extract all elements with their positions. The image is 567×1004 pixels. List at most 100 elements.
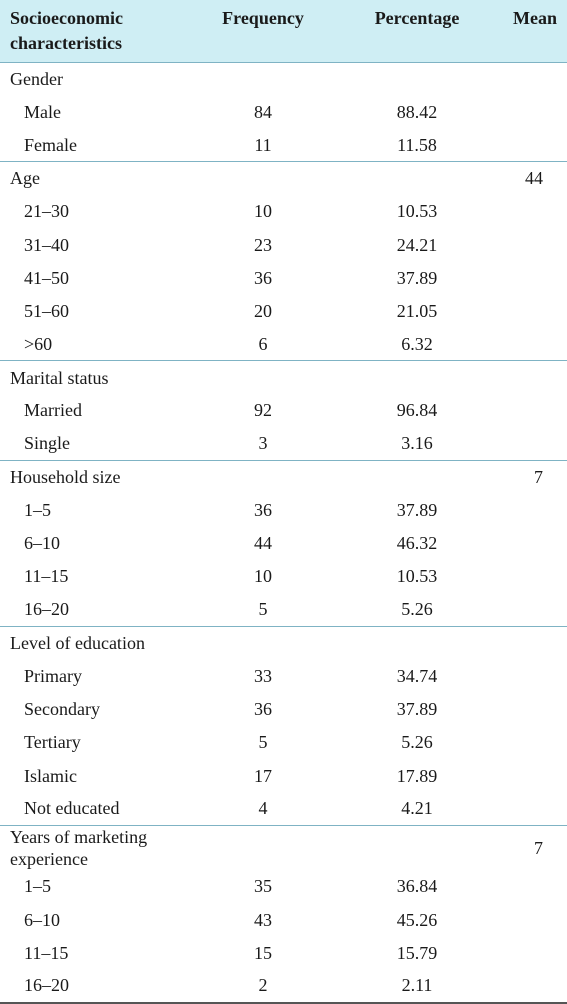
row-label: Single [24,433,71,454]
row-label: 6–10 [24,909,60,930]
row-percentage: 96.84 [396,400,438,421]
row-frequency: 23 [254,234,272,255]
row-frequency: 35 [254,876,272,897]
row-mean-empty [504,195,567,228]
row-label: 21–30 [24,201,69,222]
row-label: 1–5 [24,876,51,897]
table-row: 1–5 35 36.84 [0,870,567,903]
group-percentage-empty [330,824,504,870]
group-row: Years of marketing experience 7 [0,824,567,870]
group-mean [504,360,567,394]
row-mean-empty [504,936,567,969]
table-header: Socioeconomic characteristics Frequency … [0,0,567,62]
row-percentage: 45.26 [396,909,438,930]
row-percentage: 34.74 [396,665,438,686]
table-row: 41–50 36 37.89 [0,261,567,294]
header-row: Socioeconomic characteristics Frequency … [0,0,567,62]
group-mean: 44 [504,161,567,195]
table-row: Islamic 17 17.89 [0,759,567,792]
row-label: 31–40 [24,234,69,255]
table-row: Not educated 4 4.21 [0,792,567,825]
row-mean-empty [504,726,567,759]
row-mean-empty [504,128,567,161]
group-mean [504,625,567,660]
row-label: Married [24,400,82,421]
table-row: 6–10 44 46.32 [0,527,567,560]
row-frequency: 43 [254,909,272,930]
group-label: Level of education [0,625,196,660]
row-mean-empty [504,228,567,261]
group-row: Marital status [0,360,567,394]
group-label: Household size [0,459,196,494]
group-mean: 7 [504,459,567,494]
row-frequency: 6 [258,333,268,354]
row-mean-empty [504,328,567,361]
row-label: 16–20 [0,969,196,1004]
row-percentage: 2.11 [330,969,504,1004]
row-mean-empty [504,593,567,626]
row-mean-empty [504,493,567,526]
row-mean-empty [504,394,567,427]
table-row: 6–10 43 45.26 [0,903,567,936]
row-label: Tertiary [24,732,81,753]
row-mean-empty [504,294,567,327]
group-percentage-empty [330,61,504,96]
row-frequency: 17 [254,765,272,786]
row-percentage: 21.05 [396,300,438,321]
header-frequency: Frequency [222,8,304,28]
row-mean-empty [504,560,567,593]
row-percentage: 4.21 [401,798,433,819]
row-percentage: 11.58 [397,134,437,155]
row-label: 6–10 [24,533,60,554]
group-label: Years of marketing experience [0,824,196,870]
row-mean-empty [504,759,567,792]
header-mean: Mean [513,8,557,28]
row-label: 11–15 [24,942,69,963]
table-row: Tertiary 5 5.26 [0,726,567,759]
row-frequency: 3 [258,433,268,454]
row-label: Female [24,134,77,155]
table-row: 1–5 36 37.89 [0,493,567,526]
table-row: 31–40 23 24.21 [0,228,567,261]
row-percentage: 37.89 [396,500,438,521]
group-label: Gender [0,61,196,96]
row-frequency: 36 [254,500,272,521]
row-mean-empty [504,792,567,825]
table-row: Female 11 11.58 [0,128,567,161]
table-row: 16–20 2 2.11 [0,969,567,1004]
row-frequency: 92 [254,400,272,421]
row-percentage: 6.32 [401,333,433,354]
row-percentage: 24.21 [396,234,438,255]
group-frequency-empty [196,161,330,195]
table-row: 11–15 10 10.53 [0,560,567,593]
row-frequency: 10 [254,566,272,587]
row-percentage: 10.53 [396,566,438,587]
table-row: Primary 33 34.74 [0,659,567,692]
group-row: Level of education [0,625,567,660]
table-row: 21–30 10 10.53 [0,195,567,228]
row-mean-empty [504,903,567,936]
group-row: Household size 7 [0,459,567,494]
row-frequency: 84 [254,101,272,122]
row-label: Secondary [24,699,100,720]
table-body: Gender Male 84 88.42 Female 11 11.58 Age 44 21–30… [0,61,567,1004]
table-row: Married 92 96.84 [0,394,567,427]
row-frequency: 44 [254,533,272,554]
table-row: 51–60 20 21.05 [0,294,567,327]
row-frequency: 36 [254,699,272,720]
table-row: Male 84 88.42 [0,95,567,128]
row-label: Islamic [24,765,77,786]
group-percentage-empty [330,625,504,660]
row-frequency: 15 [254,942,272,963]
row-mean-empty [504,527,567,560]
row-percentage: 37.89 [396,267,438,288]
group-frequency-empty [196,459,330,494]
row-frequency: 33 [254,665,272,686]
row-mean-empty [504,693,567,726]
group-mean: 7 [504,824,567,870]
row-label: Male [24,101,61,122]
row-label: 1–5 [24,500,51,521]
row-label: 41–50 [24,267,69,288]
